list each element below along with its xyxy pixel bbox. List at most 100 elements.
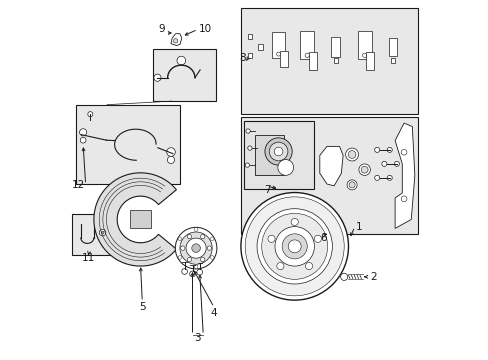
Circle shape: [305, 53, 309, 58]
Bar: [331, 37, 340, 57]
Circle shape: [99, 229, 105, 236]
Circle shape: [374, 147, 379, 152]
Circle shape: [282, 234, 306, 259]
Circle shape: [167, 156, 174, 163]
Circle shape: [274, 226, 314, 266]
Bar: [308, 52, 316, 69]
Circle shape: [194, 228, 198, 231]
Circle shape: [177, 56, 185, 65]
Circle shape: [394, 161, 399, 166]
Circle shape: [101, 231, 104, 234]
Circle shape: [305, 262, 312, 270]
Circle shape: [194, 265, 198, 269]
Circle shape: [345, 148, 358, 161]
Circle shape: [175, 227, 217, 269]
Text: 11: 11: [81, 253, 95, 263]
Bar: [241, 8, 418, 114]
Text: 6: 6: [320, 233, 326, 243]
Circle shape: [88, 112, 93, 117]
Bar: [357, 31, 371, 59]
Bar: [272, 32, 285, 58]
Circle shape: [187, 257, 191, 262]
Circle shape: [314, 235, 321, 242]
Circle shape: [180, 246, 184, 250]
Circle shape: [381, 161, 386, 166]
Circle shape: [358, 164, 369, 175]
Bar: [72, 214, 113, 255]
Circle shape: [244, 163, 249, 167]
Polygon shape: [319, 147, 343, 186]
Text: 2: 2: [369, 272, 376, 282]
Circle shape: [245, 129, 250, 133]
Text: 1: 1: [355, 222, 362, 231]
Circle shape: [207, 246, 211, 250]
Polygon shape: [247, 53, 252, 58]
Circle shape: [210, 256, 214, 259]
Polygon shape: [247, 34, 252, 39]
Text: 5: 5: [139, 302, 145, 312]
Circle shape: [241, 193, 348, 300]
Circle shape: [386, 147, 391, 152]
Circle shape: [276, 262, 284, 270]
Circle shape: [269, 142, 287, 161]
Circle shape: [362, 53, 366, 58]
Circle shape: [189, 271, 195, 277]
Circle shape: [191, 244, 200, 252]
Circle shape: [210, 237, 214, 240]
Text: 3: 3: [194, 333, 201, 343]
Polygon shape: [333, 58, 337, 63]
Bar: [388, 38, 397, 56]
Bar: [241, 117, 418, 234]
Polygon shape: [94, 173, 176, 266]
Circle shape: [80, 137, 86, 143]
Circle shape: [180, 232, 212, 264]
Polygon shape: [390, 58, 395, 63]
Circle shape: [267, 235, 275, 242]
Circle shape: [154, 74, 161, 81]
Polygon shape: [394, 123, 414, 228]
Circle shape: [173, 39, 178, 43]
Text: 7: 7: [264, 185, 270, 195]
Circle shape: [276, 52, 280, 56]
Bar: [300, 31, 313, 59]
Circle shape: [247, 146, 251, 150]
Circle shape: [400, 196, 406, 202]
Bar: [129, 211, 151, 228]
Bar: [153, 49, 215, 101]
Text: 8: 8: [239, 53, 245, 63]
Circle shape: [386, 175, 391, 180]
Bar: [76, 105, 180, 184]
Text: 10: 10: [198, 24, 211, 35]
Circle shape: [374, 175, 379, 180]
Circle shape: [178, 256, 182, 259]
Circle shape: [178, 237, 182, 240]
Circle shape: [80, 129, 86, 136]
Circle shape: [340, 273, 347, 280]
Circle shape: [277, 159, 293, 175]
Circle shape: [185, 238, 206, 258]
Circle shape: [200, 257, 204, 262]
Text: 9: 9: [159, 24, 165, 35]
Circle shape: [400, 149, 406, 155]
Circle shape: [264, 138, 292, 165]
Text: 12: 12: [72, 180, 85, 190]
Circle shape: [361, 166, 367, 173]
Circle shape: [287, 240, 301, 253]
Circle shape: [348, 182, 354, 188]
Circle shape: [244, 197, 344, 296]
Circle shape: [166, 148, 175, 156]
Polygon shape: [171, 34, 182, 45]
Circle shape: [182, 269, 187, 274]
Circle shape: [187, 234, 191, 239]
Circle shape: [290, 219, 298, 226]
Bar: [244, 121, 314, 189]
Circle shape: [274, 147, 282, 156]
Bar: [255, 135, 284, 175]
Bar: [280, 51, 287, 67]
Circle shape: [261, 213, 327, 279]
Text: 4: 4: [210, 308, 217, 318]
Circle shape: [200, 234, 204, 239]
Circle shape: [347, 151, 355, 158]
Circle shape: [196, 269, 202, 275]
Circle shape: [346, 180, 356, 190]
